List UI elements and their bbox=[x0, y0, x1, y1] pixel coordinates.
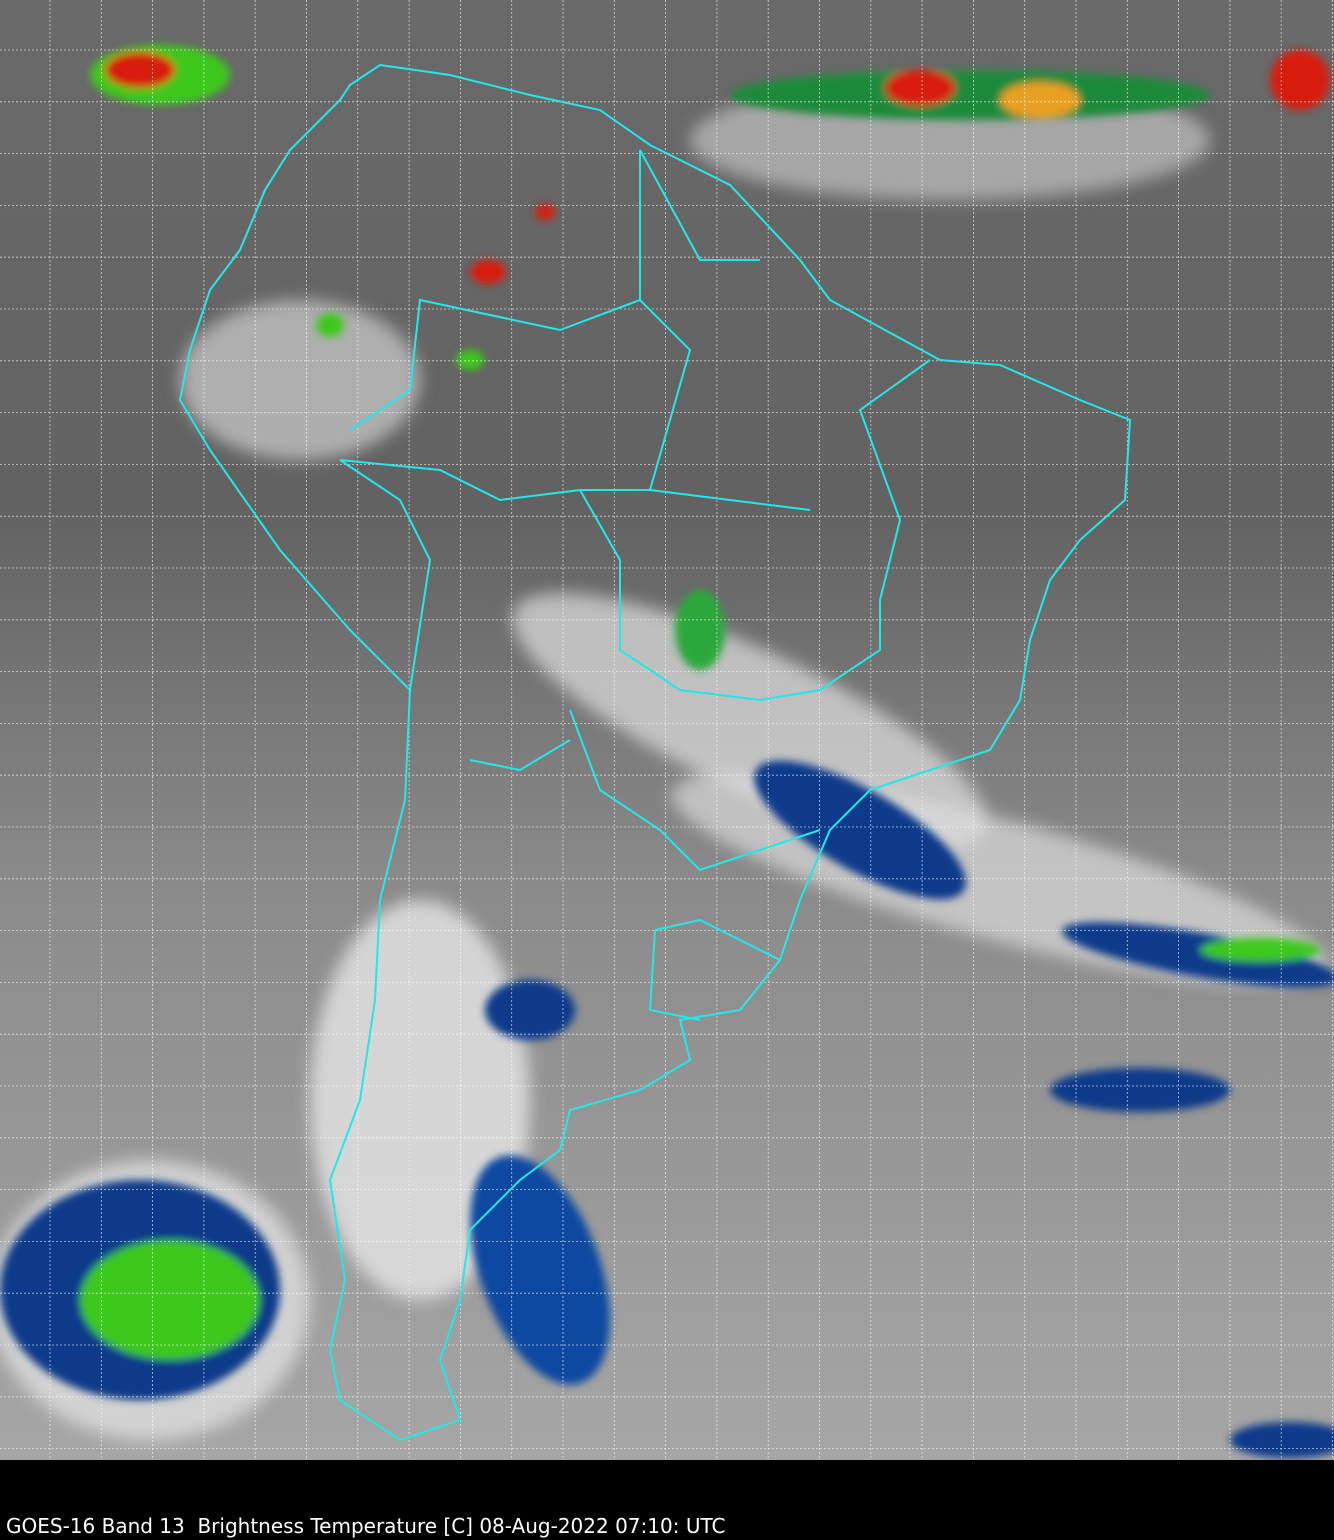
lat-lon-grid bbox=[0, 0, 1334, 1460]
caption-bar: GOES-16 Band 13 Brightness Temperature [… bbox=[0, 1460, 1334, 1540]
satellite-image bbox=[0, 0, 1334, 1460]
country-boundaries bbox=[178, 63, 1132, 1442]
south-america-coastline bbox=[178, 63, 1132, 1442]
internal-borders bbox=[339, 149, 931, 1021]
image-caption: GOES-16 Band 13 Brightness Temperature [… bbox=[6, 1514, 726, 1538]
